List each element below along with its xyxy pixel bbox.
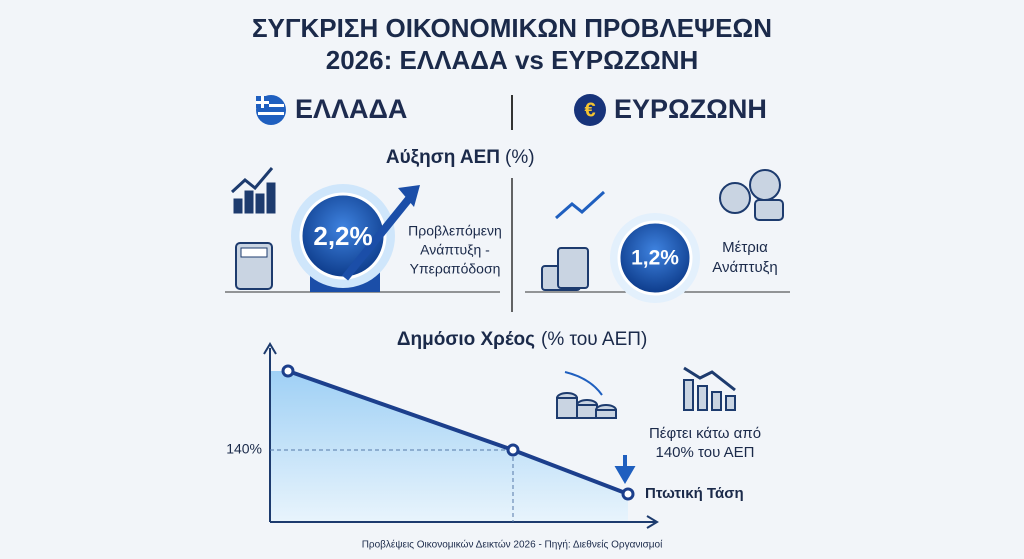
register-icon — [541, 247, 589, 291]
trend-icon — [555, 190, 606, 220]
arrow — [341, 192, 416, 281]
axis-arrow — [263, 342, 277, 355]
flag — [256, 95, 286, 125]
label: Υπεραπόδοση — [410, 261, 501, 277]
axis-arrow — [646, 515, 659, 529]
down-arrow — [614, 455, 636, 484]
reference-label: 140% — [226, 441, 262, 457]
label: Ανάπτυξη — [712, 259, 777, 276]
coins-icon — [556, 392, 617, 419]
area — [270, 371, 628, 522]
section-title: Αύξηση ΑΕΠ — [386, 147, 500, 168]
label: Προβλεπόμενη — [408, 223, 502, 239]
section-unit: (% του ΑΕΠ) — [541, 329, 647, 350]
money-icon — [719, 169, 784, 221]
section-unit: (%) — [505, 147, 535, 168]
calculator-icon — [235, 242, 273, 290]
title: ΣΥΓΚΡΙΣΗ ΟΙΚΟΝΟΜΙΚΩΝ ΠΡΟΒΛΕΨΕΩΝ — [252, 13, 772, 43]
trend-label: Πτωτική Τάση — [645, 485, 744, 502]
section-title: Δημόσιο Χρέος — [397, 329, 535, 350]
euro-symbol: € — [584, 99, 595, 121]
column-title: ΕΛΛΑΔΑ — [295, 94, 407, 124]
trend-icon — [683, 366, 736, 392]
note: Πέφτει κάτω από — [649, 425, 761, 442]
bars-icon — [683, 379, 736, 411]
arrow-head — [398, 185, 420, 207]
label: Μέτρια — [722, 239, 768, 256]
value-circle — [617, 220, 693, 296]
value: 2,2% — [313, 221, 372, 251]
note: 140% του ΑΕΠ — [656, 444, 755, 461]
label: Ανάπτυξη - — [420, 242, 490, 258]
title: 2026: ΕΛΛΑΔΑ vs ΕΥΡΩΖΩΝΗ — [326, 45, 699, 75]
trend-icon — [564, 371, 603, 396]
column-title: ΕΥΡΩΖΩΝΗ — [614, 94, 767, 124]
euro-icon — [574, 94, 606, 126]
footer: Προβλέψεις Οικονομικών Δεικτών 2026 - Πη… — [362, 539, 663, 551]
point — [281, 364, 635, 501]
chart-icon — [230, 167, 276, 214]
value: 1,2% — [631, 247, 679, 270]
